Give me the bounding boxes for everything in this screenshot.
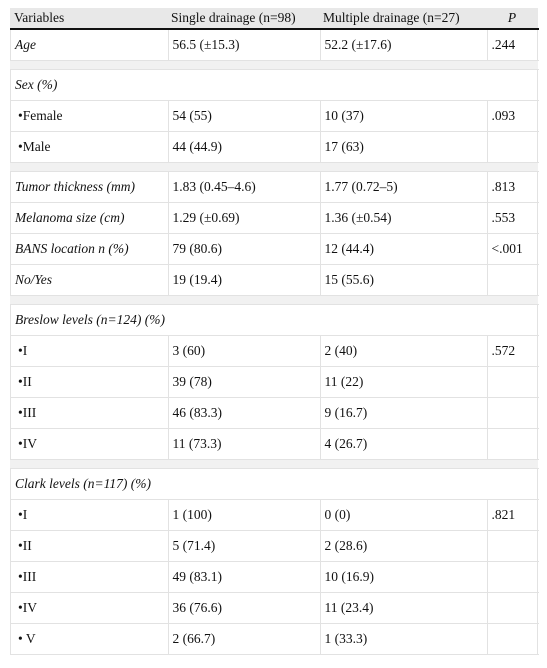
spacer-row (10, 162, 539, 172)
single-value: 46 (83.3) (167, 397, 320, 429)
row-label: •IV (10, 428, 168, 460)
single-value: 19 (19.4) (167, 264, 320, 296)
p-value (486, 592, 539, 624)
p-value (486, 428, 539, 460)
p-value (486, 623, 539, 655)
multiple-value: 0 (0) (319, 499, 487, 531)
row-label: •II (10, 366, 168, 398)
spacer-row (10, 295, 539, 305)
table-row-clark-v: • V 2 (66.7) 1 (33.3) (10, 623, 539, 655)
p-value (486, 366, 539, 398)
table-row-female: •Female 54 (55) 10 (37) .093 (10, 100, 539, 132)
header-p-value: P (486, 8, 538, 30)
section-clark: Clark levels (n=117) (%) (10, 468, 539, 500)
multiple-value: 1.77 (0.72–5) (319, 171, 487, 203)
p-value: .821 (486, 499, 539, 531)
single-value: 44 (44.9) (167, 131, 320, 163)
p-value: .244 (486, 29, 539, 61)
table-row-bans-location: BANS location n (%) 79 (80.6) 12 (44.4) … (10, 233, 539, 265)
p-value (486, 131, 539, 163)
single-value: 36 (76.6) (167, 592, 320, 624)
multiple-value: 11 (22) (319, 366, 487, 398)
p-value: .093 (486, 100, 539, 132)
single-value: 1.83 (0.45–4.6) (167, 171, 320, 203)
single-value: 2 (66.7) (167, 623, 320, 655)
single-value: 11 (73.3) (167, 428, 320, 460)
section-title: Breslow levels (n=124) (%) (10, 304, 539, 336)
multiple-value: 52.2 (±17.6) (319, 29, 487, 61)
multiple-value: 15 (55.6) (319, 264, 487, 296)
row-label: •Male (10, 131, 168, 163)
header-variables: Variables (10, 8, 167, 30)
multiple-value: 10 (37) (319, 100, 487, 132)
table-row-clark-iii: •III 49 (83.1) 10 (16.9) (10, 561, 539, 593)
single-value: 3 (60) (167, 335, 320, 367)
row-label: •III (10, 561, 168, 593)
row-label: •III (10, 397, 168, 429)
table-row-age: Age 56.5 (±15.3) 52.2 (±17.6) .244 (10, 29, 539, 61)
single-value: 1 (100) (167, 499, 320, 531)
row-label: •IV (10, 592, 168, 624)
single-value: 39 (78) (167, 366, 320, 398)
multiple-value: 10 (16.9) (319, 561, 487, 593)
row-label: Melanoma size (cm) (10, 202, 168, 234)
section-breslow: Breslow levels (n=124) (%) (10, 304, 539, 336)
row-label: •I (10, 499, 168, 531)
multiple-value: 1 (33.3) (319, 623, 487, 655)
row-label: Tumor thickness (mm) (10, 171, 168, 203)
single-value: 54 (55) (167, 100, 320, 132)
multiple-value: 12 (44.4) (319, 233, 487, 265)
table-row-no-yes: No/Yes 19 (19.4) 15 (55.6) (10, 264, 539, 296)
single-value: 79 (80.6) (167, 233, 320, 265)
p-value: .813 (486, 171, 539, 203)
table-header-row: Variables Single drainage (n=98) Multipl… (10, 8, 538, 30)
table-row-breslow-iii: •III 46 (83.3) 9 (16.7) (10, 397, 539, 429)
table-row-breslow-i: •I 3 (60) 2 (40) .572 (10, 335, 539, 367)
multiple-value: 4 (26.7) (319, 428, 487, 460)
table-row-breslow-iv: •IV 11 (73.3) 4 (26.7) (10, 428, 539, 460)
table-row-male: •Male 44 (44.9) 17 (63) (10, 131, 539, 163)
table-row-clark-ii: •II 5 (71.4) 2 (28.6) (10, 530, 539, 562)
multiple-value: 17 (63) (319, 131, 487, 163)
single-value: 49 (83.1) (167, 561, 320, 593)
header-single-drainage: Single drainage (n=98) (167, 8, 319, 30)
single-value: 56.5 (±15.3) (167, 29, 320, 61)
p-value (486, 561, 539, 593)
multiple-value: 11 (23.4) (319, 592, 487, 624)
multiple-value: 2 (40) (319, 335, 487, 367)
spacer-row (10, 60, 539, 70)
p-value: .553 (486, 202, 539, 234)
multiple-value: 9 (16.7) (319, 397, 487, 429)
table-row-clark-iv: •IV 36 (76.6) 11 (23.4) (10, 592, 539, 624)
section-title: Sex (%) (10, 69, 539, 101)
multiple-value: 1.36 (±0.54) (319, 202, 487, 234)
row-label: •Female (10, 100, 168, 132)
p-value: <.001 (486, 233, 539, 265)
table-row-breslow-ii: •II 39 (78) 11 (22) (10, 366, 539, 398)
spacer-row (10, 459, 539, 469)
single-value: 5 (71.4) (167, 530, 320, 562)
p-value (486, 397, 539, 429)
table-row-clark-i: •I 1 (100) 0 (0) .821 (10, 499, 539, 531)
p-value (486, 530, 539, 562)
row-label: •II (10, 530, 168, 562)
row-label: •I (10, 335, 168, 367)
section-title: Clark levels (n=117) (%) (10, 468, 539, 500)
header-multiple-drainage: Multiple drainage (n=27) (319, 8, 486, 30)
table-row-melanoma-size: Melanoma size (cm) 1.29 (±0.69) 1.36 (±0… (10, 202, 539, 234)
p-value: .572 (486, 335, 539, 367)
row-label: • V (10, 623, 168, 655)
multiple-value: 2 (28.6) (319, 530, 487, 562)
p-value (486, 264, 539, 296)
comparison-table: Variables Single drainage (n=98) Multipl… (10, 8, 539, 655)
row-label: No/Yes (10, 264, 168, 296)
row-label: Age (10, 29, 168, 61)
section-sex: Sex (%) (10, 69, 539, 101)
table-row-tumor-thickness: Tumor thickness (mm) 1.83 (0.45–4.6) 1.7… (10, 171, 539, 203)
single-value: 1.29 (±0.69) (167, 202, 320, 234)
row-label: BANS location n (%) (10, 233, 168, 265)
